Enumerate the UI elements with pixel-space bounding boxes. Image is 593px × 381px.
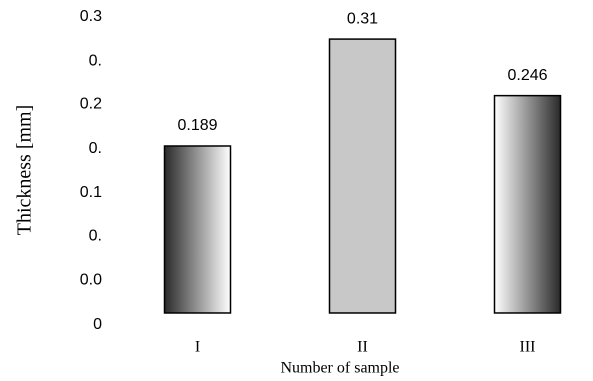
data-label: 0.246 <box>507 67 547 84</box>
x-tick-label: II <box>357 339 368 356</box>
y-tick-label: 0. <box>89 52 102 69</box>
data-label: 0.31 <box>347 10 378 27</box>
bar <box>163 145 232 314</box>
bar <box>328 38 397 314</box>
x-tick-label: III <box>520 339 536 356</box>
y-tick-label: 0 <box>93 316 102 333</box>
data-label: 0.189 <box>177 117 217 134</box>
x-axis-label: Number of sample <box>280 360 399 377</box>
y-tick-label: 0.1 <box>80 184 102 201</box>
y-tick-label: 0. <box>89 140 102 157</box>
y-tick-label: 0. <box>89 227 102 244</box>
y-tick-label: 0.0 <box>80 272 102 289</box>
y-tick-label: 0.2 <box>80 96 102 113</box>
bar <box>493 94 562 314</box>
y-axis-label: Thickness [mm] <box>14 105 36 236</box>
x-tick-label: I <box>195 339 200 356</box>
y-tick-label: 0.3 <box>80 8 102 25</box>
